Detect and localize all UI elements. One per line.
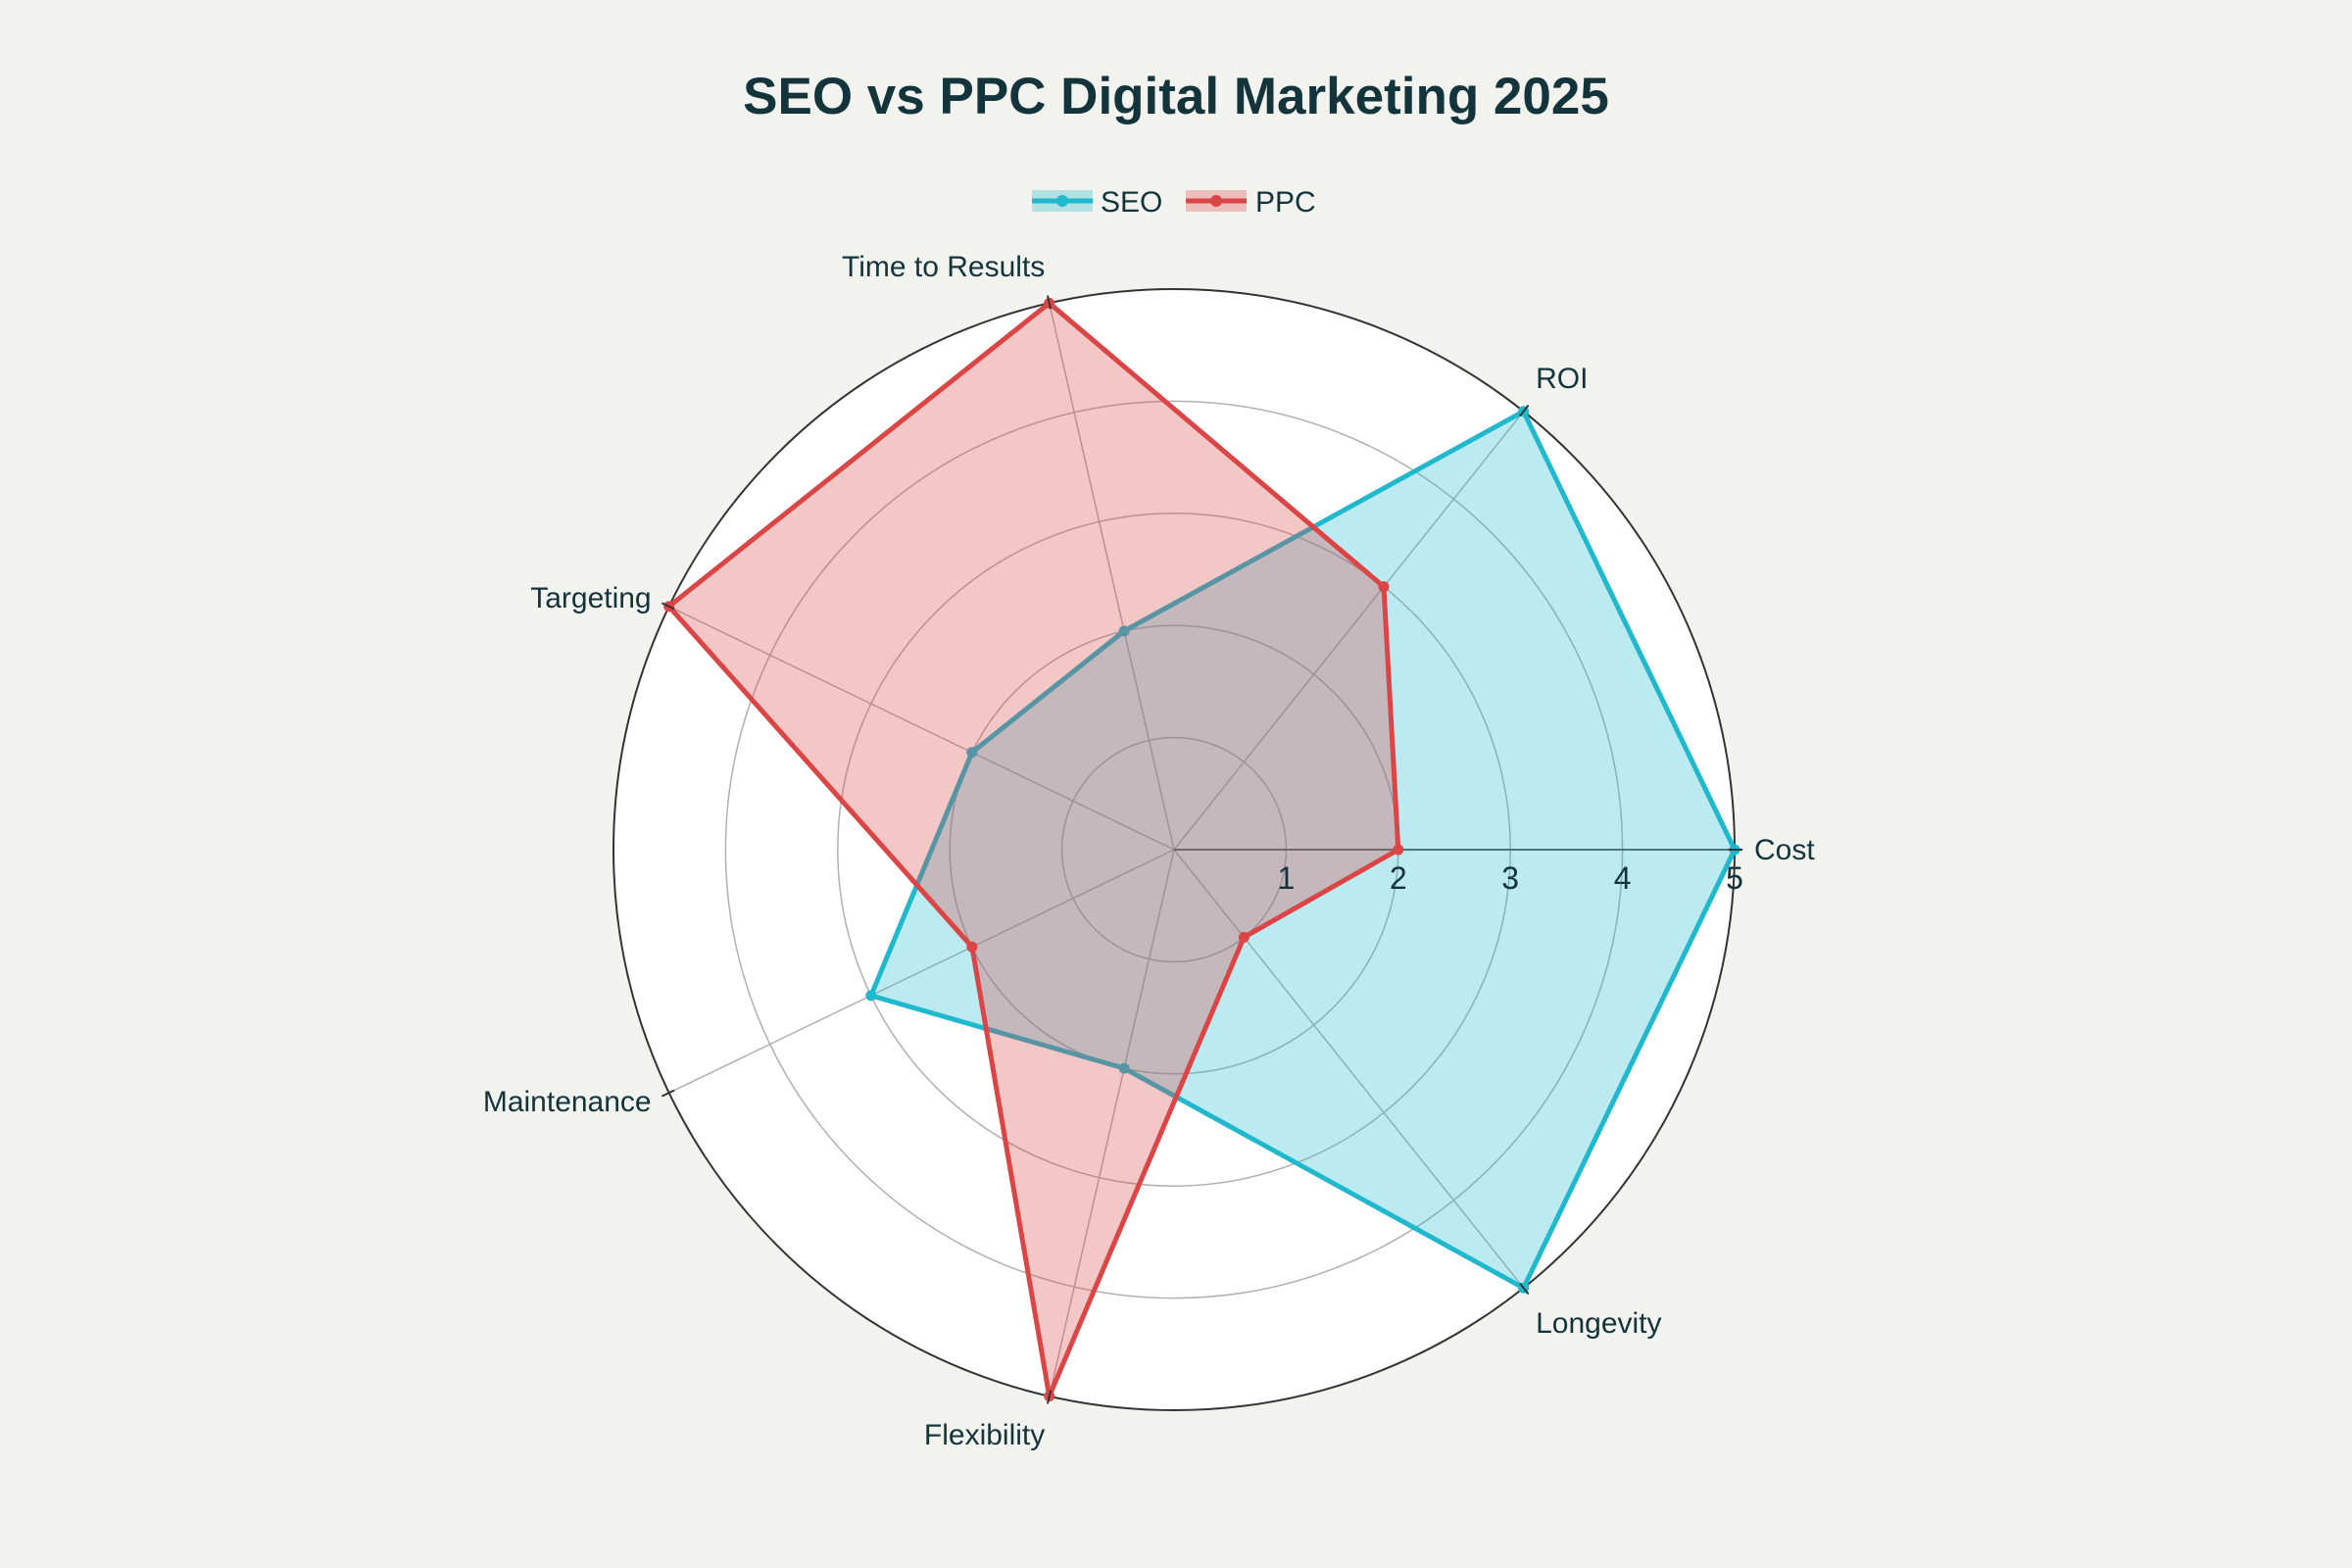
- data-point-seo-maintenance: [865, 990, 877, 1002]
- radial-tick-label: 1: [1278, 860, 1296, 896]
- spoke-flexibility: [1048, 849, 1175, 1396]
- angular-tick-time-to-results: [1046, 295, 1053, 310]
- chart-title: SEO vs PPC Digital Marketing 2025: [743, 68, 1609, 125]
- radial-tick-label: 3: [1501, 860, 1519, 896]
- angular-tick-roi: [1519, 404, 1530, 417]
- category-label-time-to-results: Time to Results: [842, 251, 1045, 283]
- radial-tick-label: 4: [1614, 860, 1632, 896]
- legend-label-seo: SEO: [1101, 186, 1162, 219]
- series-line-ppc: [666, 300, 1401, 1399]
- angular-tick-flexibility: [1046, 1390, 1053, 1404]
- radial-tick-label: 2: [1390, 860, 1407, 896]
- data-point-ppc-maintenance: [966, 941, 978, 953]
- series-area-ppc: [668, 303, 1398, 1396]
- data-point-ppc-longevity: [1238, 931, 1250, 943]
- angular-tick-targeting: [662, 602, 675, 611]
- category-label-longevity: Longevity: [1536, 1307, 1661, 1340]
- category-label-flexibility: Flexibility: [924, 1419, 1045, 1451]
- series-area-seo: [870, 411, 1735, 1289]
- legend-item-seo[interactable]: SEO: [1032, 186, 1162, 219]
- angular-tick-maintenance: [662, 1089, 675, 1098]
- angular-tick-longevity: [1519, 1282, 1530, 1296]
- data-point-ppc-roi: [1378, 581, 1390, 593]
- data-point-seo-time-to-results: [1118, 625, 1130, 637]
- plot-area: Cost ROI Time to Results Targeting Maintenan…: [483, 251, 1816, 1451]
- legend-item-ppc[interactable]: PPC: [1186, 186, 1316, 219]
- category-label-roi: ROI: [1536, 363, 1588, 395]
- data-point-ppc-cost: [1393, 844, 1404, 856]
- spoke-maintenance: [668, 849, 1175, 1094]
- data-point-seo-flexibility: [1118, 1062, 1130, 1074]
- category-label-targeting: Targeting: [530, 582, 651, 614]
- spoke-targeting: [668, 606, 1175, 851]
- spoke-longevity: [1173, 849, 1525, 1289]
- radial-tick-label: 5: [1726, 860, 1743, 896]
- legend-label-ppc: PPC: [1255, 186, 1316, 219]
- category-label-cost: Cost: [1754, 834, 1815, 866]
- data-point-seo-targeting: [966, 747, 978, 759]
- legend-marker-ppc: [1210, 195, 1222, 207]
- spoke-time-to-results: [1048, 303, 1175, 851]
- legend: SEO PPC: [1032, 186, 1316, 219]
- category-label-maintenance: Maintenance: [483, 1086, 652, 1118]
- series-line-seo: [868, 409, 1738, 1291]
- spoke-roi: [1173, 411, 1525, 851]
- legend-marker-seo: [1056, 195, 1068, 207]
